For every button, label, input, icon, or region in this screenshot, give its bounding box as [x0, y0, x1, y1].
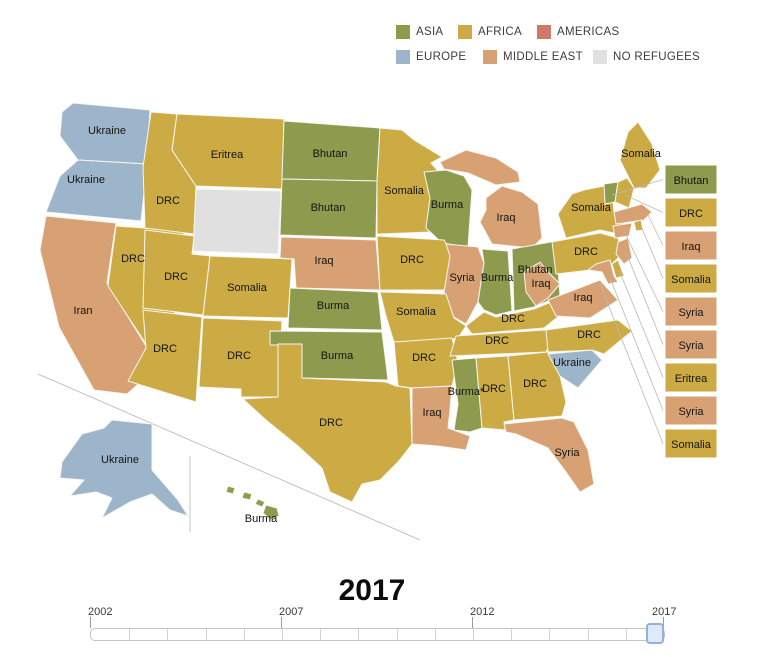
legend-item-americas: AMERICAS — [537, 25, 619, 39]
timeline-segment-divider — [587, 629, 589, 640]
state-md[interactable] — [587, 259, 619, 285]
timeline-segment-divider — [396, 629, 398, 640]
legend-item-africa: AFRICA — [458, 25, 522, 39]
timeline-segment-divider — [511, 629, 513, 640]
timeline-tick-2012 — [472, 617, 473, 628]
timeline-track[interactable] — [90, 628, 665, 641]
timeline-segment-divider — [473, 629, 474, 640]
callout-leader-ma — [647, 214, 664, 246]
legend-label: NO REFUGEES — [613, 51, 701, 63]
callout-leader-vt — [611, 179, 664, 196]
timeline-tick-label-2012: 2012 — [470, 606, 495, 618]
legend-swatch-americas — [537, 25, 551, 39]
callout-vt[interactable] — [664, 164, 718, 195]
callout-ma[interactable] — [664, 230, 718, 261]
callout-md[interactable] — [664, 395, 718, 426]
state-or[interactable] — [45, 159, 148, 222]
state-mt[interactable] — [171, 113, 285, 190]
state-wa[interactable] — [59, 102, 151, 165]
callout-leader-ri — [640, 225, 664, 279]
state-tn[interactable] — [449, 329, 557, 357]
callout-de[interactable] — [664, 362, 718, 393]
state-nc[interactable] — [545, 319, 633, 355]
timeline-segment-divider — [282, 629, 283, 640]
timeline-segment-divider — [549, 629, 551, 640]
legend-label: EUROPE — [416, 51, 467, 63]
state-tx[interactable] — [242, 343, 413, 503]
state-nm[interactable] — [198, 317, 283, 398]
legend-item-asia: ASIA — [396, 25, 443, 39]
state-ar[interactable] — [393, 337, 459, 389]
state-ia[interactable] — [376, 235, 453, 291]
state-va[interactable] — [547, 279, 619, 319]
legend: ASIA AFRICA AMERICAS EUROPE MIDDLE EAST NO RE… — [0, 0, 758, 75]
legend-swatch-europe — [396, 50, 410, 64]
timeline-tick-label-2017: 2017 — [652, 606, 677, 618]
state-ri[interactable] — [633, 219, 644, 232]
state-mi[interactable] — [439, 149, 543, 249]
timeline-tick-label-2007: 2007 — [279, 606, 304, 618]
timeline-segment-divider — [358, 629, 360, 640]
state-az[interactable] — [127, 309, 203, 403]
state-ks[interactable] — [287, 287, 383, 331]
state-in[interactable] — [477, 248, 513, 316]
timeline-segment-divider — [205, 629, 207, 640]
timeline-tick-label-2002: 2002 — [88, 606, 113, 618]
state-al[interactable] — [475, 355, 515, 431]
callout-leader-md — [609, 277, 664, 411]
state-fl[interactable] — [503, 417, 595, 493]
callout-dc[interactable] — [664, 428, 718, 459]
timeline-segment-divider — [243, 629, 245, 640]
timeline-tick-2002 — [90, 617, 91, 628]
state-il[interactable] — [443, 243, 485, 325]
legend-swatch-asia — [396, 25, 410, 39]
callout-leader-nh — [624, 194, 664, 213]
current-year-label: 2017 — [338, 574, 406, 607]
state-wv[interactable] — [523, 261, 561, 307]
state-mn[interactable] — [376, 127, 443, 235]
legend-label: MIDDLE EAST — [503, 51, 583, 63]
timeline-segment-divider — [320, 629, 322, 640]
state-sd[interactable] — [279, 178, 378, 239]
state-co[interactable] — [202, 255, 293, 319]
callout-leader-dc — [599, 283, 664, 444]
state-ca[interactable] — [39, 215, 147, 395]
timeline-tick-2007 — [281, 617, 282, 628]
state-la[interactable] — [411, 385, 471, 451]
legend-item-no_refugees: NO REFUGEES — [593, 50, 700, 64]
callout-nh[interactable] — [664, 197, 718, 228]
callout-leader-ct — [623, 230, 664, 312]
state-ma[interactable] — [613, 203, 653, 225]
callout-leader-nj — [625, 251, 664, 345]
state-nd[interactable] — [281, 120, 381, 182]
state-hi[interactable] — [225, 485, 280, 521]
legend-swatch-middle_east — [483, 50, 497, 64]
legend-label: AMERICAS — [557, 26, 620, 38]
inset-divider-diagonal — [37, 373, 421, 541]
timeline-handle[interactable] — [646, 623, 664, 644]
callout-ri[interactable] — [664, 263, 718, 294]
legend-item-middle_east: MIDDLE EAST — [483, 50, 583, 64]
state-de[interactable] — [611, 259, 625, 279]
callout-leader-de — [618, 269, 664, 378]
timeline-tick-2017 — [663, 617, 664, 628]
timeline-segment-divider — [434, 629, 436, 640]
timeline-segment-divider — [625, 629, 627, 640]
legend-label: ASIA — [416, 26, 444, 38]
timeline-segment-divider — [129, 629, 131, 640]
state-ct[interactable] — [612, 222, 633, 239]
legend-swatch-no_refugees — [593, 50, 607, 64]
legend-label: AFRICA — [478, 26, 522, 38]
callout-nj[interactable] — [664, 329, 718, 360]
legend-item-europe: EUROPE — [396, 50, 466, 64]
callout-ct[interactable] — [664, 296, 718, 327]
state-ne[interactable] — [279, 236, 381, 291]
state-ak[interactable] — [59, 419, 189, 519]
state-wi[interactable] — [423, 169, 473, 248]
legend-swatch-africa — [458, 25, 472, 39]
timeline-segment-divider — [167, 629, 169, 640]
state-wy[interactable] — [192, 188, 282, 255]
